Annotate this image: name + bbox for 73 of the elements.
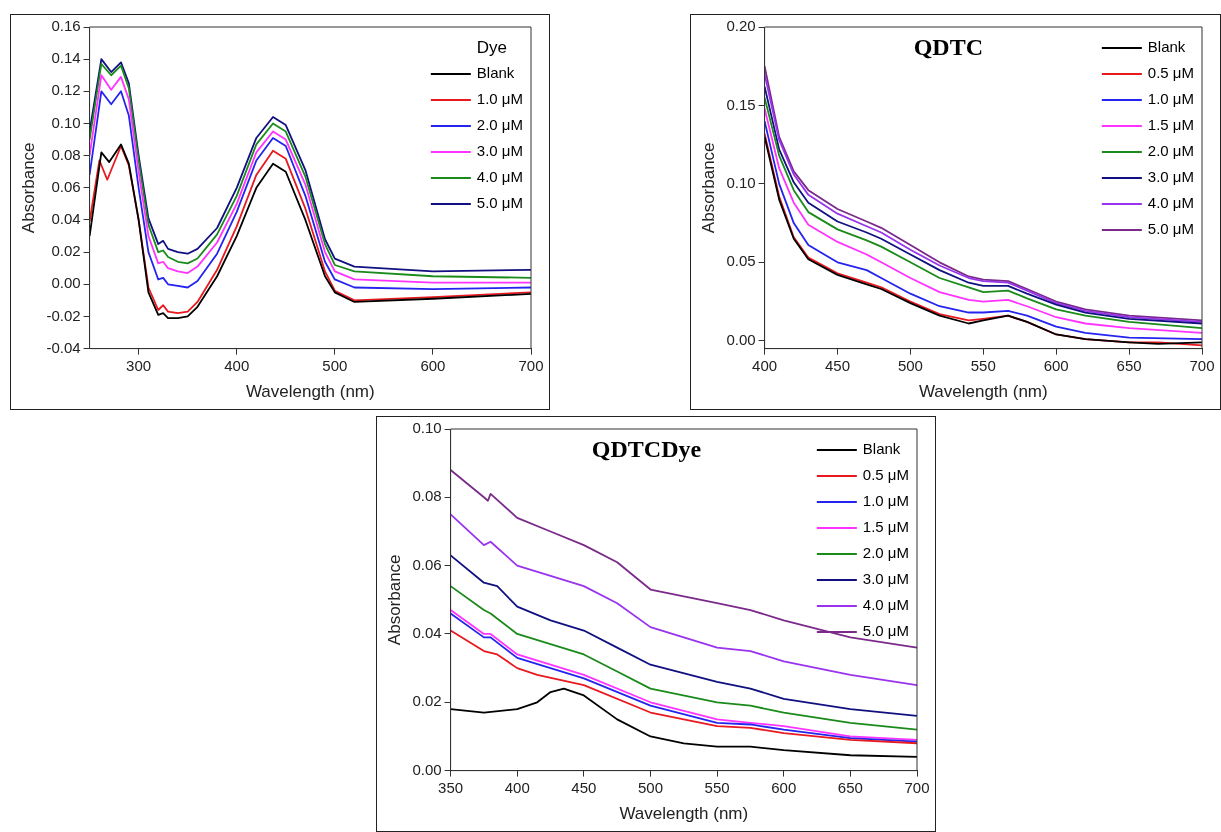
y-axis-title: Absorbance <box>18 142 38 234</box>
x-tick-label: 600 <box>771 778 797 796</box>
legend-label: Blank <box>476 64 515 82</box>
legend-label: 4.0 μM <box>1147 194 1195 212</box>
y-tick-label: 0.14 <box>51 49 81 67</box>
x-tick-label: 600 <box>420 356 446 374</box>
x-tick-label: 700 <box>904 778 930 796</box>
y-axis-title: Absorbance <box>384 554 404 646</box>
x-tick-label: 400 <box>504 778 530 796</box>
y-tick-label: 0.06 <box>412 555 442 573</box>
legend-label: 0.5 μM <box>1147 64 1195 82</box>
legend-label: Blank <box>1147 38 1186 56</box>
y-tick-label: 0.10 <box>51 113 81 131</box>
x-tick-label: 500 <box>322 356 348 374</box>
y-tick-label: 0.00 <box>726 330 756 348</box>
legend-label: 3.0 μM <box>1147 168 1195 186</box>
legend-label: 1.0 μM <box>1147 90 1195 108</box>
x-tick-label: 400 <box>224 356 250 374</box>
legend-label: 1.0 μM <box>476 90 524 108</box>
legend-label: 5.0 μM <box>476 194 524 212</box>
y-tick-label: 0.02 <box>412 692 442 710</box>
x-tick-label: 500 <box>637 778 663 796</box>
y-tick-label: 0.04 <box>51 210 81 228</box>
legend-label: 3.0 μM <box>476 142 524 160</box>
x-tick-label: 450 <box>824 356 851 374</box>
legend-label: 5.0 μM <box>1147 220 1195 238</box>
y-tick-label: 0.05 <box>726 252 756 270</box>
legend-label: 1.5 μM <box>1147 116 1195 134</box>
y-tick-label: 0.16 <box>51 17 81 35</box>
legend-title: Dye <box>476 37 508 57</box>
x-tick-label: 700 <box>518 356 544 374</box>
x-tick-label: 350 <box>438 778 464 796</box>
y-tick-label: 0.02 <box>51 242 81 260</box>
x-tick-label: 700 <box>1189 356 1215 374</box>
legend-label: 4.0 μM <box>862 596 910 614</box>
y-tick-label: 0.08 <box>51 145 81 163</box>
y-tick-label: 0.15 <box>726 95 756 113</box>
y-tick-label: 0.00 <box>412 760 442 778</box>
x-axis-title: Wavelength (nm) <box>245 382 375 402</box>
y-axis-title: Absorbance <box>698 142 718 234</box>
x-tick-label: 650 <box>837 778 863 796</box>
y-tick-label: -0.02 <box>46 306 81 324</box>
legend-label: 2.0 μM <box>476 116 524 134</box>
y-tick-label: 0.20 <box>726 17 756 35</box>
legend-label: 1.0 μM <box>862 492 910 510</box>
x-axis-title: Wavelength (nm) <box>918 382 1048 402</box>
chart-title: QDTCDye <box>591 436 702 463</box>
x-tick-label: 450 <box>571 778 597 796</box>
y-tick-label: 0.04 <box>412 624 442 642</box>
legend-label: 4.0 μM <box>476 168 524 186</box>
legend-label: 0.5 μM <box>862 466 910 484</box>
y-tick-label: -0.04 <box>46 338 81 356</box>
y-tick-label: 0.00 <box>51 274 81 292</box>
legend-label: Blank <box>862 440 901 458</box>
legend-label: 5.0 μM <box>862 622 910 640</box>
x-tick-label: 650 <box>1116 356 1142 374</box>
legend-label: 1.5 μM <box>862 518 910 536</box>
y-tick-label: 0.06 <box>51 177 81 195</box>
y-tick-label: 0.10 <box>412 419 442 437</box>
x-axis-title: Wavelength (nm) <box>619 804 749 824</box>
x-tick-label: 500 <box>897 356 923 374</box>
x-tick-label: 300 <box>126 356 152 374</box>
x-tick-label: 550 <box>704 778 730 796</box>
y-tick-label: 0.10 <box>726 174 756 192</box>
x-tick-label: 400 <box>752 356 778 374</box>
x-tick-label: 600 <box>1043 356 1069 374</box>
chart-title: QDTC <box>913 34 983 61</box>
y-tick-label: 0.12 <box>51 81 81 99</box>
legend-label: 2.0 μM <box>862 544 910 562</box>
legend-label: 3.0 μM <box>862 570 910 588</box>
y-tick-label: 0.08 <box>412 487 442 505</box>
x-tick-label: 550 <box>970 356 996 374</box>
legend-label: 2.0 μM <box>1147 142 1195 160</box>
